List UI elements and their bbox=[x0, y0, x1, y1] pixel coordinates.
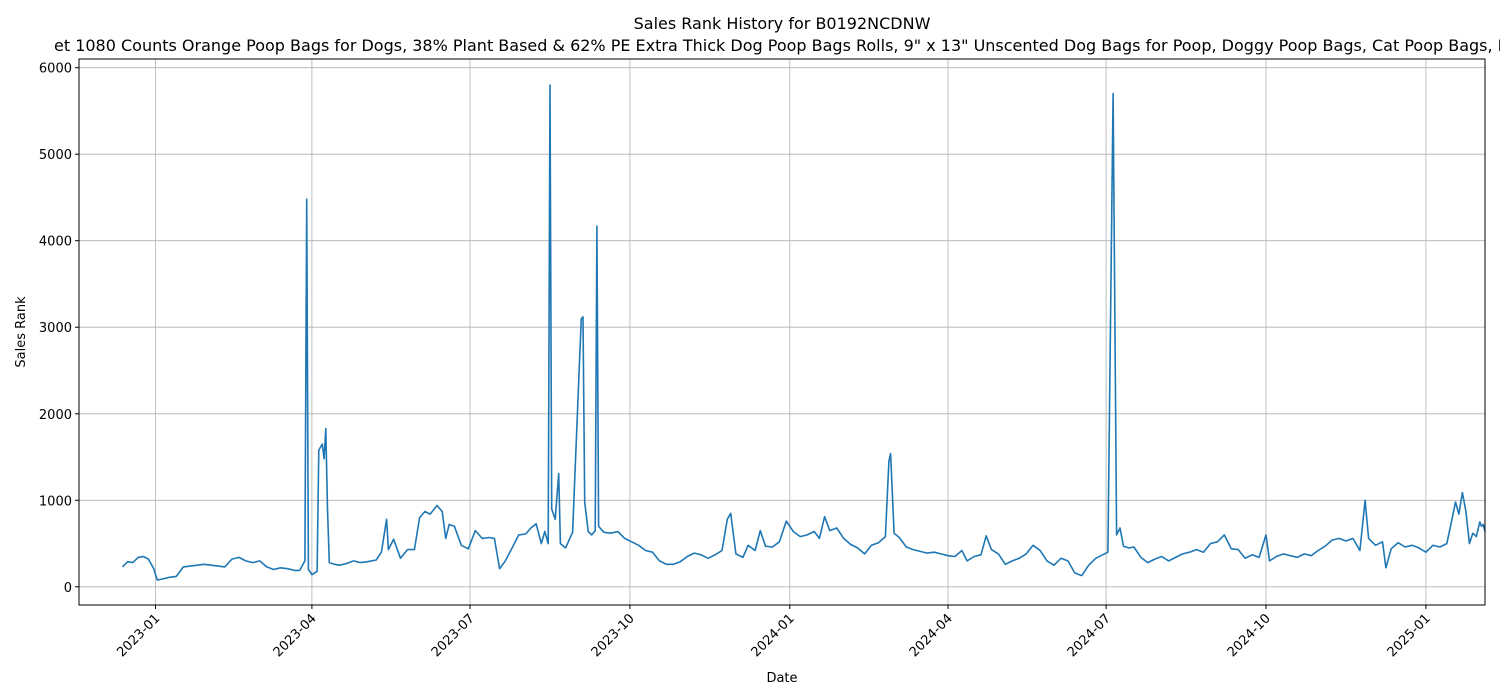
y-tick-label: 5000 bbox=[39, 148, 72, 163]
y-tick-label: 2000 bbox=[39, 408, 72, 423]
y-tick-label: 4000 bbox=[39, 235, 72, 250]
y-axis-label: Sales Rank bbox=[14, 296, 29, 368]
y-tick-label: 3000 bbox=[39, 321, 72, 336]
series-line-group bbox=[121, 84, 1486, 581]
y-tick-label: 1000 bbox=[39, 494, 72, 509]
chart-subtitle: et 1080 Counts Orange Poop Bags for Dogs… bbox=[54, 36, 1500, 55]
gridlines bbox=[79, 59, 1485, 605]
y-tick-label: 0 bbox=[64, 581, 72, 596]
sales-rank-line bbox=[121, 84, 1486, 581]
x-axis-label: Date bbox=[766, 671, 797, 686]
plot-frame bbox=[78, 58, 1486, 606]
chart-title: Sales Rank History for B0192NCDNW bbox=[634, 14, 931, 33]
y-axis: 0 1000 2000 3000 4000 5000 6000 bbox=[39, 62, 79, 596]
y-tick-label: 6000 bbox=[39, 62, 72, 77]
